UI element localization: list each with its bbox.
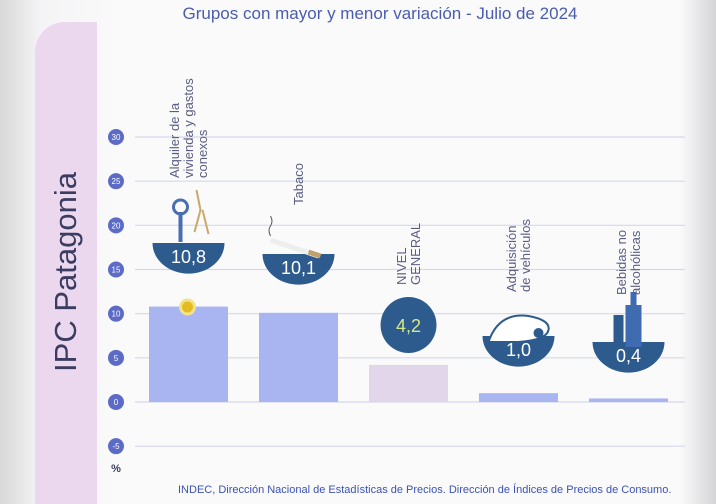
- car-wheel: [533, 328, 544, 338]
- y-tick-label: 0: [114, 398, 119, 407]
- category-label-line: NIVEL: [393, 247, 409, 285]
- pliers: [193, 189, 210, 235]
- y-tick-label: 20: [112, 221, 121, 230]
- key-shaft: [178, 212, 183, 242]
- category-label-line: Alquiler de la: [166, 102, 182, 178]
- category-label: Tabaco: [290, 163, 306, 205]
- bar-4: [589, 398, 668, 402]
- value-bowl: [592, 342, 665, 373]
- value-bowl: [482, 336, 555, 367]
- bottle-neck: [630, 292, 637, 306]
- category-label-line: GENERAL: [407, 222, 423, 285]
- y-tick-badge: [108, 394, 124, 410]
- value-badge: [380, 297, 437, 353]
- category-label-line: Bebidas no: [613, 229, 629, 295]
- bar-0: [149, 306, 228, 402]
- value-label: 0,4: [616, 346, 641, 366]
- category-label: NIVEL GENERAL: [393, 222, 423, 285]
- keys-icon: [172, 189, 210, 316]
- value-label: 4,2: [396, 316, 421, 336]
- category-label-line: vivienda y gastos: [180, 78, 196, 178]
- value-bowl: [262, 254, 335, 285]
- y-tick-label: 5: [114, 354, 119, 363]
- value-label: 1,0: [506, 340, 531, 360]
- bottle-small: [613, 315, 624, 347]
- value-label: 10,1: [281, 258, 316, 278]
- y-tick-badge: [108, 129, 124, 145]
- source-footer: INDEC, Dirección Nacional de Estadística…: [178, 484, 672, 496]
- y-tick-badge: [108, 438, 124, 455]
- y-tick-label: 15: [112, 266, 121, 275]
- sun-marker: [179, 298, 196, 316]
- y-tick-badge: [108, 217, 124, 234]
- y-tick-label: 30: [112, 133, 121, 142]
- category-label: Bebidas no alcohólicas: [613, 229, 643, 295]
- chart-title: Grupos con mayor y menor variación - Jul…: [182, 4, 578, 23]
- y-tick-badge: [108, 173, 124, 190]
- value-label: 10,8: [171, 247, 206, 267]
- y-tick-label: -5: [112, 442, 120, 451]
- bar-1: [259, 312, 338, 402]
- y-tick-label: 25: [112, 177, 121, 186]
- bottles-icon: [613, 292, 642, 347]
- y-tick-label: 10: [112, 310, 121, 319]
- side-panel: [35, 22, 97, 504]
- y-tick-badge: [108, 349, 124, 366]
- category-label-line: Tabaco: [290, 163, 306, 205]
- category-label: Alquiler de la vivienda y gastos conexos: [166, 78, 210, 178]
- smoke: [268, 215, 273, 237]
- car-body: [487, 314, 550, 343]
- category-label-line: alcohólicas: [627, 230, 643, 295]
- category-label-line: de vehículos: [517, 219, 533, 292]
- cigarette-icon: [268, 215, 322, 259]
- y-tick-badge: [108, 261, 124, 278]
- y-tick-badge: [108, 305, 124, 322]
- key-ring: [172, 198, 189, 216]
- category-label: Adquisición de vehículos: [503, 219, 533, 293]
- bottle-large: [625, 305, 642, 347]
- category-label-line: conexos: [194, 129, 210, 178]
- cigarette-filter: [307, 249, 322, 259]
- car-icon: [487, 314, 550, 343]
- y-unit-label: %: [111, 463, 121, 475]
- bar-3: [479, 393, 558, 402]
- category-label-line: Adquisición: [503, 225, 519, 293]
- value-bowl: [152, 243, 225, 274]
- bar-2: [369, 364, 448, 402]
